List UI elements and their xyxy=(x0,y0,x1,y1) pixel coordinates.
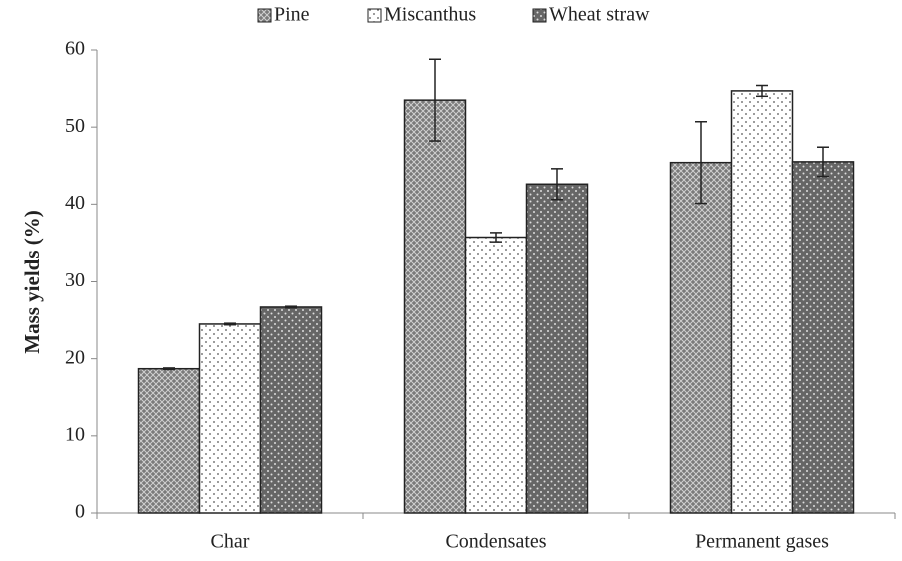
y-tick-label: 10 xyxy=(65,423,85,445)
error-bar xyxy=(285,305,297,309)
error-bar xyxy=(756,84,768,98)
bar-pattern xyxy=(525,183,589,514)
bar-pattern xyxy=(791,161,855,514)
error-bar xyxy=(490,232,502,243)
y-tick-label: 50 xyxy=(65,115,85,137)
error-bar xyxy=(163,367,175,371)
bar-pattern xyxy=(137,367,201,514)
bar-pattern xyxy=(669,161,733,514)
x-tick-label: Permanent gases xyxy=(695,531,829,553)
y-tick-label: 40 xyxy=(65,192,85,214)
legend-swatch-pattern xyxy=(257,8,272,23)
bar-pattern xyxy=(730,90,794,514)
error-bar xyxy=(224,322,236,326)
y-tick-label: 60 xyxy=(65,38,85,60)
error-bar xyxy=(551,168,563,201)
legend-label: Pine xyxy=(274,4,310,26)
y-tick-label: 20 xyxy=(65,346,85,368)
legend-label: Wheat straw xyxy=(549,4,650,26)
y-tick-label: 0 xyxy=(75,501,85,523)
legend-swatch-pattern xyxy=(532,8,547,23)
bar-pattern xyxy=(198,323,262,514)
x-tick-label: Char xyxy=(211,531,250,553)
bar-pattern xyxy=(403,99,467,514)
legend-label: Miscanthus xyxy=(384,4,476,26)
error-bar xyxy=(429,58,441,142)
bar-pattern xyxy=(464,236,528,514)
y-axis-title: Mass yields (%) xyxy=(20,210,44,354)
bar-pattern xyxy=(259,306,323,514)
legend-swatch-pattern xyxy=(367,8,382,23)
error-bar xyxy=(817,146,829,178)
error-bar xyxy=(695,121,707,205)
y-tick-label: 30 xyxy=(65,269,85,291)
x-tick-label: Condensates xyxy=(445,531,546,553)
